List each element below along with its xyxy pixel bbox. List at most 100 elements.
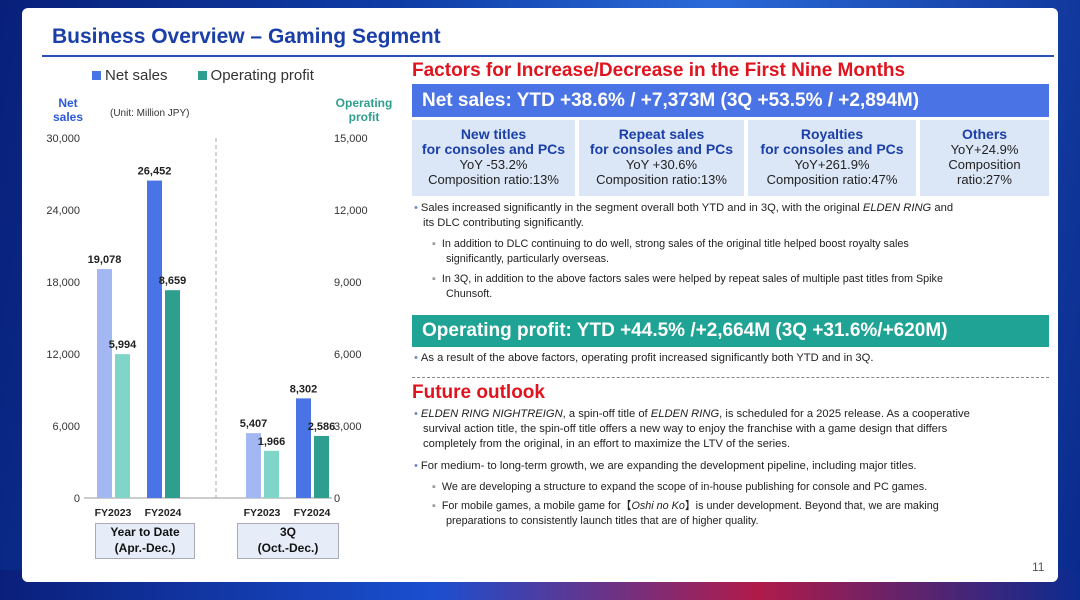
bullet-em: ELDEN RING NIGHTREIGN — [420, 408, 563, 420]
factor-box-royalties-h1: Royalties — [800, 126, 864, 142]
left-axis-label: Net sales — [52, 96, 84, 124]
bullet-operating-profit: • As a result of the above factors, opera… — [414, 351, 873, 366]
right-tick-label: 15,000 — [334, 133, 368, 145]
group-label-ytd-line2: (Apr.-Dec.) — [114, 541, 176, 555]
data-label-net-sales: 5,407 — [240, 418, 268, 430]
sub-bullet-mobile-line1: ▪ For mobile games, a mobile game for【Osh… — [432, 499, 939, 514]
sub-bullet-marker: ▪ — [432, 238, 436, 250]
bar-operating-profit — [165, 290, 180, 498]
bullet-nightreign-line1: • ELDEN RING NIGHTREIGN, a spin-off title… — [414, 407, 970, 422]
bar-net-sales — [296, 398, 311, 498]
factor-box-royalties-h2: for consoles and PCs — [760, 141, 904, 157]
sub-bullet-3q-line2: Chunsoft. — [446, 288, 493, 300]
sub-bullet-mobile-line2: preparations to consistently launch titl… — [446, 515, 759, 527]
bullet-text: , a spin-off title of — [562, 408, 651, 420]
bullet-dot: • — [414, 202, 418, 214]
bullet-dot: • — [414, 460, 418, 472]
bar-chart: 30,000 24,000 18,000 12,000 6,000 0 15,000 12,0… — [46, 133, 368, 518]
bullet-dot: • — [414, 352, 418, 364]
right-axis-label: Operating profit — [335, 96, 393, 124]
factor-box-others-h2: YoY+24.9% — [950, 142, 1019, 157]
sub-bullet-dlc-line2: significantly, particularly overseas. — [446, 253, 610, 265]
bullet-pipeline: • For medium- to long-term growth, we are… — [414, 459, 917, 474]
sub-bullet-text: In addition to DLC continuing to do well… — [441, 238, 909, 250]
data-label-net-sales: 8,302 — [290, 383, 318, 395]
category-label: FY2023 — [95, 507, 132, 518]
factors-heading: Factors for Increase/Decrease in the Fir… — [412, 60, 906, 81]
factor-box-others: Others YoY+24.9% Composition ratio:27% — [920, 120, 1049, 196]
slide-title: Business Overview – Gaming Segment — [52, 25, 441, 48]
sub-bullet-em: Oshi no Ko — [631, 500, 685, 512]
factor-box-repeat-sales-h1: Repeat sales — [618, 126, 705, 142]
group-label-3q: 3Q (Oct.-Dec.) — [237, 523, 339, 559]
bar-operating-profit — [314, 435, 329, 498]
factor-box-new-titles: New titles for consoles and PCs YoY -53.… — [412, 120, 575, 196]
sub-bullet-3q-line1: ▪ In 3Q, in addition to the above factors… — [432, 272, 943, 287]
bullet-sales-increase-line2: its DLC contributing significantly. — [423, 217, 584, 229]
bullet-text: and — [931, 202, 954, 214]
bullet-sales-increase-line1: • Sales increased significantly in the se… — [414, 201, 953, 216]
bullet-text: , is scheduled for a 2025 release. As a … — [719, 408, 970, 420]
title-underline — [42, 55, 1054, 57]
category-label: FY2024 — [145, 507, 182, 518]
sub-bullet-text: In 3Q, in addition to the above factors … — [441, 273, 943, 285]
sub-bullet-text: We are developing a structure to expand … — [441, 481, 928, 493]
factor-box-new-titles-h1: New titles — [460, 126, 527, 142]
factor-box-new-titles-l1: YoY -53.2% — [459, 157, 528, 172]
bullet-text: For medium- to long-term growth, we are … — [420, 460, 917, 472]
legend-swatch-operating-profit — [197, 71, 207, 80]
sub-bullet-3q: ▪ In 3Q, in addition to the above factors… — [432, 272, 943, 302]
factor-box-new-titles-l2: Composition ratio:13% — [428, 172, 559, 187]
sub-bullet-publishing: ▪ We are developing a structure to expand… — [432, 480, 927, 495]
section-divider — [412, 377, 1049, 378]
left-tick-label: 18,000 — [46, 277, 80, 289]
left-tick-label: 30,000 — [46, 133, 80, 145]
factor-box-royalties-l2: Composition ratio:47% — [766, 172, 898, 187]
data-label-operating-profit: 5,994 — [109, 339, 137, 351]
bar-net-sales — [246, 433, 261, 498]
page-number: 11 — [1032, 560, 1045, 574]
chart-legend: Net sales Operating profit — [92, 67, 314, 84]
group-label-3q-line1: 3Q — [279, 525, 296, 539]
left-tick-label: 12,000 — [46, 349, 80, 361]
group-label-ytd: Year to Date (Apr.-Dec.) — [95, 523, 195, 559]
left-tick-label: 24,000 — [46, 205, 80, 217]
legend-label-operating-profit: Operating profit — [210, 67, 314, 84]
factor-box-royalties-l1: YoY+261.9% — [794, 157, 870, 172]
legend-swatch-net-sales — [92, 71, 101, 80]
legend-label-net-sales: Net sales — [105, 67, 168, 84]
operating-profit-band: Operating profit: YTD +44.5% /+2,664M (3… — [412, 315, 1049, 347]
sub-bullet-dlc: ▪ In addition to DLC continuing to do wel… — [432, 237, 909, 267]
group-label-3q-line2: (Oct.-Dec.) — [257, 541, 319, 555]
bar-net-sales — [147, 180, 162, 499]
sub-bullet-text: For mobile games, a mobile game for【 — [441, 500, 632, 512]
right-tick-label: 9,000 — [334, 277, 362, 289]
group-label-ytd-line1: Year to Date — [110, 525, 180, 539]
left-tick-label: 0 — [74, 493, 80, 505]
slide: Business Overview – Gaming Segment Net s… — [22, 8, 1058, 582]
bar-operating-profit — [115, 354, 130, 498]
right-tick-label: 0 — [334, 493, 340, 505]
outlook-heading: Future outlook — [412, 382, 545, 403]
factor-box-others-h1: Others — [961, 126, 1008, 142]
sub-bullet-marker: ▪ — [432, 273, 436, 285]
sub-bullet-marker: ▪ — [432, 481, 436, 493]
bullet-nightreign: • ELDEN RING NIGHTREIGN, a spin-off title… — [414, 407, 970, 452]
net-sales-band: Net sales: YTD +38.6% / +7,373M (3Q +53.… — [412, 84, 1049, 117]
factor-box-repeat-sales: Repeat sales for consoles and PCs YoY +3… — [579, 120, 744, 196]
bullet-dot: • — [414, 408, 418, 420]
data-label-operating-profit: 2,586 — [308, 421, 336, 433]
factor-box-new-titles-h2: for consoles and PCs — [421, 141, 566, 157]
bullet-nightreign-line2: survival action title, the spin-off titl… — [423, 423, 948, 435]
factor-box-repeat-sales-l1: YoY +30.6% — [625, 157, 698, 172]
bullet-em: ELDEN RING — [650, 408, 720, 420]
sub-bullet-dlc-line1: ▪ In addition to DLC continuing to do wel… — [432, 237, 909, 252]
bullet-em: ELDEN RING — [862, 202, 932, 214]
data-label-operating-profit: 1,966 — [258, 436, 286, 448]
factor-box-royalties: Royalties for consoles and PCs YoY+261.9… — [748, 120, 916, 196]
factor-box-repeat-sales-l2: Composition ratio:13% — [596, 172, 727, 187]
legend-operating-profit: Operating profit — [197, 67, 314, 84]
factor-box-others-l2: ratio:27% — [957, 172, 1012, 187]
sub-bullet-marker: ▪ — [432, 500, 436, 512]
category-label: FY2024 — [294, 507, 331, 518]
